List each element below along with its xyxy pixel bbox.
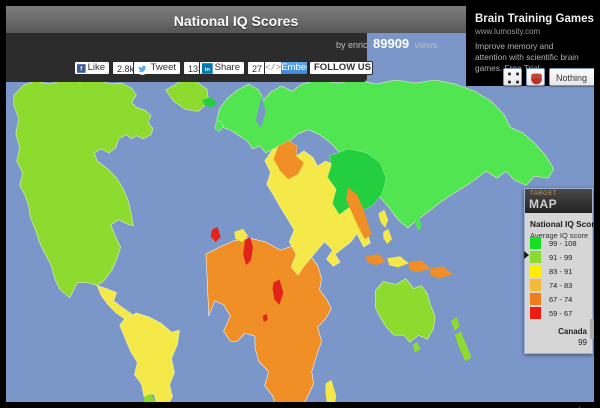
svg-text:f: f: [80, 66, 82, 72]
svg-text:in: in: [205, 67, 211, 73]
